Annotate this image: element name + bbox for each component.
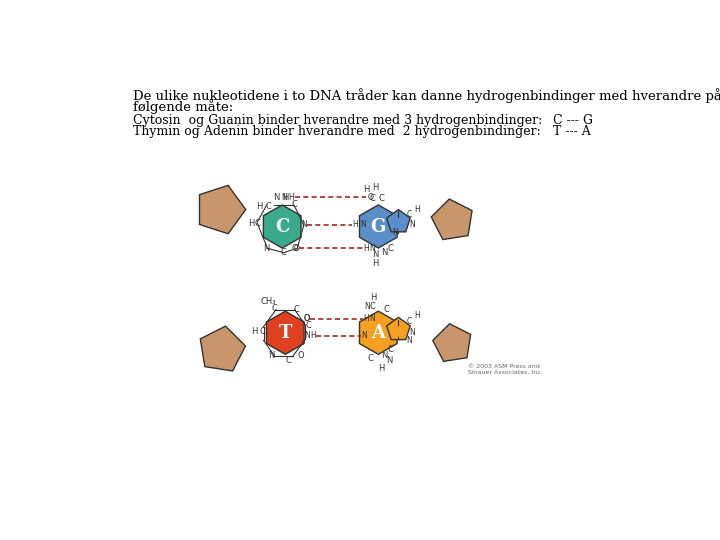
Text: N: N <box>382 352 387 360</box>
Text: N: N <box>386 356 392 365</box>
Text: C: C <box>407 210 412 219</box>
Text: © 2003 ASM Press and
Sinauer Associates, Inc.: © 2003 ASM Press and Sinauer Associates,… <box>468 363 543 374</box>
Text: H: H <box>256 202 262 211</box>
Polygon shape <box>433 324 471 361</box>
Text: N: N <box>268 352 274 360</box>
Text: H: H <box>310 332 316 340</box>
Text: H: H <box>378 363 384 373</box>
Text: Cytosin  og Guanin binder hverandre med 3 hydrogenbindinger:: Cytosin og Guanin binder hverandre med 3… <box>132 114 542 127</box>
Text: C: C <box>369 194 375 203</box>
Text: N: N <box>304 332 310 340</box>
Text: N: N <box>301 220 307 230</box>
Text: H: H <box>363 244 369 253</box>
Text: H: H <box>282 193 289 202</box>
Text: C: C <box>388 345 394 354</box>
Text: C: C <box>259 327 265 336</box>
Text: C: C <box>292 200 297 210</box>
Text: C: C <box>275 218 289 235</box>
Text: N: N <box>364 302 370 311</box>
Text: C --- G: C --- G <box>554 114 593 127</box>
Polygon shape <box>200 326 246 371</box>
Text: C: C <box>369 302 375 311</box>
Text: H: H <box>414 205 420 214</box>
Text: N: N <box>264 244 270 253</box>
Text: H: H <box>251 327 258 336</box>
Polygon shape <box>266 311 304 354</box>
Text: C: C <box>305 321 312 329</box>
Text: H: H <box>372 184 379 192</box>
Text: O: O <box>292 244 298 253</box>
Text: C: C <box>281 248 287 257</box>
Text: H: H <box>363 314 369 323</box>
Text: H: H <box>352 220 358 230</box>
Text: O: O <box>293 244 299 253</box>
Text: C: C <box>254 219 261 228</box>
Text: De ulike nukleotidene i to DNA tråder kan danne hydrogenbindinger med hverandre : De ulike nukleotidene i to DNA tråder ka… <box>132 88 720 103</box>
Text: T --- A: T --- A <box>554 125 591 138</box>
Text: H: H <box>363 185 369 194</box>
Text: C: C <box>293 305 299 314</box>
Text: N: N <box>361 332 367 340</box>
Text: følgende måte:: følgende måte: <box>132 99 233 113</box>
Text: T: T <box>279 324 292 342</box>
Text: H: H <box>248 219 254 228</box>
Text: C: C <box>265 202 271 211</box>
Text: N: N <box>369 244 375 253</box>
Polygon shape <box>431 199 472 240</box>
Polygon shape <box>387 318 410 340</box>
Text: N: N <box>281 193 287 202</box>
Text: C: C <box>271 303 277 313</box>
Text: H: H <box>372 259 379 268</box>
Text: H: H <box>371 293 377 302</box>
Text: N: N <box>406 336 412 345</box>
Text: N: N <box>273 193 279 202</box>
Polygon shape <box>264 205 301 248</box>
Text: O: O <box>368 193 374 202</box>
Text: N: N <box>369 314 375 323</box>
Text: O: O <box>304 314 310 323</box>
Polygon shape <box>199 185 246 234</box>
Text: Thymin og Adenin binder hverandre med  2 hydrogenbindinger:: Thymin og Adenin binder hverandre med 2 … <box>132 125 541 138</box>
Text: C: C <box>285 356 292 365</box>
Text: N: N <box>410 328 415 338</box>
Text: C: C <box>379 194 384 203</box>
Text: C: C <box>407 318 412 327</box>
Text: H: H <box>289 193 294 202</box>
Text: N: N <box>382 248 387 257</box>
Polygon shape <box>387 210 410 232</box>
Polygon shape <box>359 205 397 248</box>
Text: C: C <box>388 244 394 253</box>
Text: N: N <box>410 220 415 230</box>
Polygon shape <box>359 311 397 354</box>
Text: H: H <box>414 312 420 320</box>
Text: C: C <box>383 305 389 314</box>
Text: N: N <box>392 228 398 237</box>
Text: A: A <box>372 324 385 342</box>
Text: N: N <box>360 220 366 230</box>
Text: CH₃: CH₃ <box>261 298 276 307</box>
Text: C: C <box>368 354 374 363</box>
Text: O: O <box>297 352 304 360</box>
Text: G: G <box>371 218 386 235</box>
Text: O: O <box>304 314 310 323</box>
Text: N: N <box>372 249 379 259</box>
